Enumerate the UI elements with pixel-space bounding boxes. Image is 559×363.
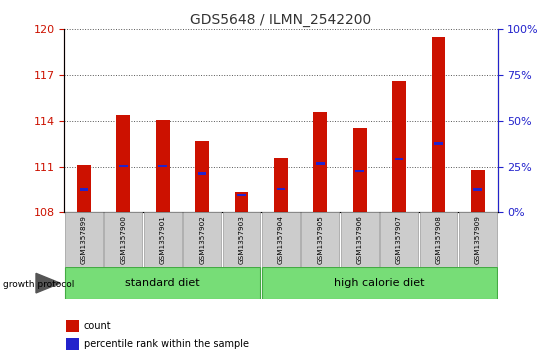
Text: standard diet: standard diet	[125, 278, 200, 288]
Text: GSM1357900: GSM1357900	[120, 215, 126, 264]
Title: GDS5648 / ILMN_2542200: GDS5648 / ILMN_2542200	[190, 13, 372, 26]
Bar	[277, 188, 285, 190]
Text: GSM1357908: GSM1357908	[435, 215, 442, 264]
Bar	[77, 165, 91, 212]
Bar	[316, 162, 325, 164]
Text: growth protocol: growth protocol	[3, 281, 74, 289]
Bar	[473, 188, 482, 191]
Text: GSM1357905: GSM1357905	[318, 215, 323, 264]
Polygon shape	[36, 273, 60, 293]
Bar	[301, 212, 339, 267]
Bar	[262, 267, 497, 299]
Text: GSM1357907: GSM1357907	[396, 215, 402, 264]
Text: GSM1357899: GSM1357899	[81, 215, 87, 264]
Bar	[158, 164, 167, 167]
Bar	[341, 212, 378, 267]
Bar	[395, 158, 404, 160]
Bar	[198, 172, 206, 175]
Bar	[392, 81, 406, 212]
Bar	[156, 120, 169, 212]
Bar	[67, 338, 79, 350]
Bar	[222, 212, 260, 267]
Bar	[274, 158, 288, 212]
Text: count: count	[84, 321, 111, 331]
Bar	[67, 321, 79, 332]
Text: high calorie diet: high calorie diet	[334, 278, 425, 288]
Bar	[380, 212, 418, 267]
Bar	[356, 170, 364, 172]
Bar	[195, 140, 209, 212]
Bar	[144, 212, 182, 267]
Bar	[65, 212, 103, 267]
Bar	[262, 212, 300, 267]
Text: GSM1357902: GSM1357902	[199, 215, 205, 264]
Bar	[65, 267, 260, 299]
Bar	[314, 112, 327, 212]
Bar	[432, 37, 446, 212]
Bar	[105, 212, 142, 267]
Bar	[237, 193, 246, 196]
Bar	[183, 212, 221, 267]
Text: percentile rank within the sample: percentile rank within the sample	[84, 339, 249, 349]
Text: GSM1357904: GSM1357904	[278, 215, 284, 264]
Bar	[116, 115, 130, 212]
Bar	[79, 188, 88, 191]
Bar	[434, 142, 443, 145]
Bar	[235, 192, 248, 212]
Bar	[119, 164, 127, 167]
Text: GSM1357901: GSM1357901	[160, 215, 166, 264]
Text: GSM1357909: GSM1357909	[475, 215, 481, 264]
Bar	[419, 212, 457, 267]
Text: GSM1357906: GSM1357906	[357, 215, 363, 264]
Text: GSM1357903: GSM1357903	[239, 215, 244, 264]
Bar	[459, 212, 497, 267]
Bar	[471, 170, 485, 212]
Bar	[353, 129, 367, 212]
